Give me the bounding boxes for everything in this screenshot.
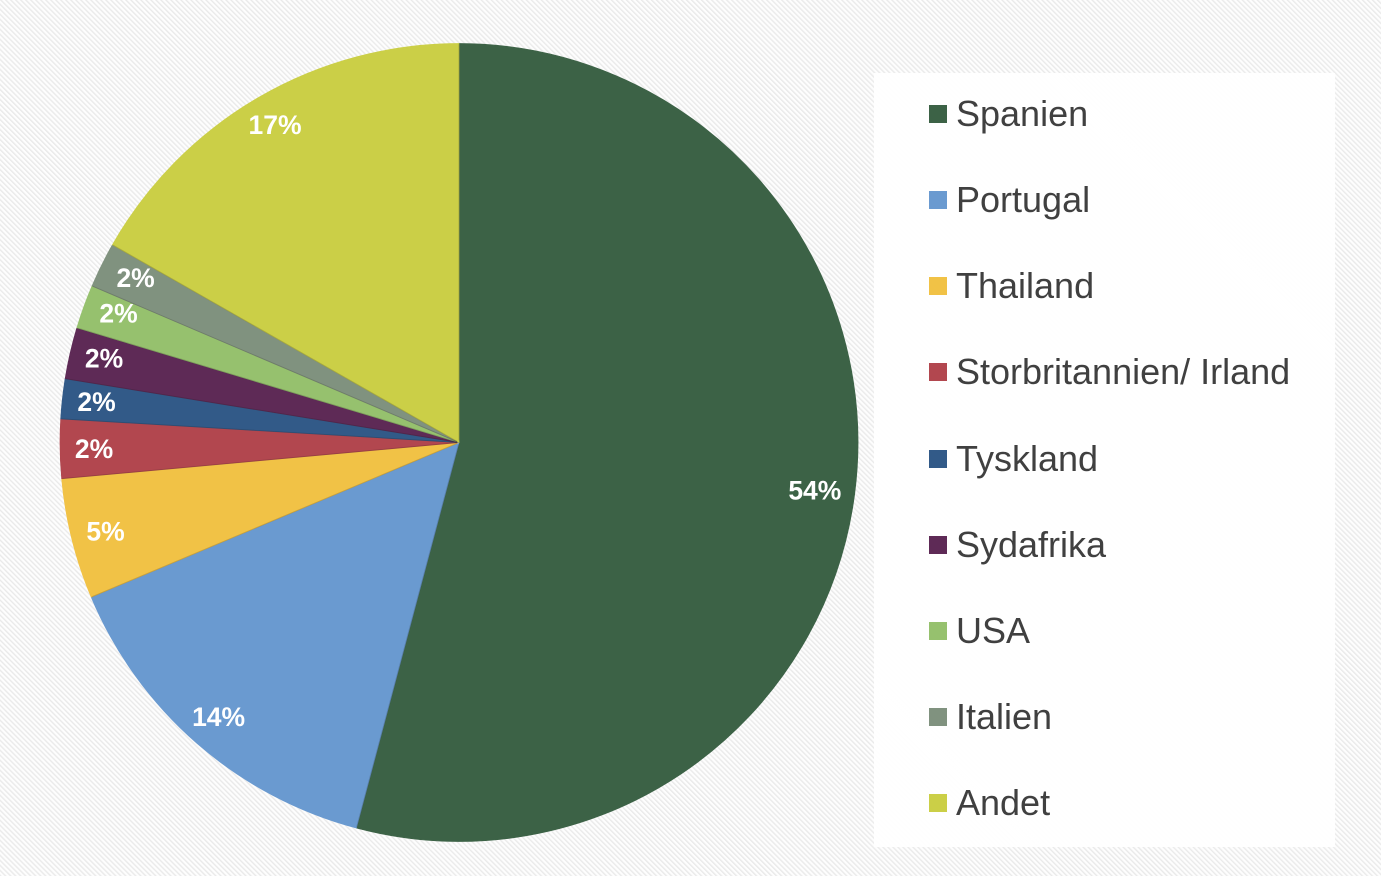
svg-text:5%: 5% bbox=[86, 517, 124, 547]
svg-text:2%: 2% bbox=[99, 298, 137, 328]
svg-text:2%: 2% bbox=[85, 344, 123, 374]
svg-text:54%: 54% bbox=[788, 475, 841, 505]
svg-text:2%: 2% bbox=[116, 263, 154, 293]
svg-text:17%: 17% bbox=[248, 110, 301, 140]
svg-text:14%: 14% bbox=[192, 702, 245, 732]
svg-text:2%: 2% bbox=[77, 387, 115, 417]
svg-text:2%: 2% bbox=[75, 434, 113, 464]
